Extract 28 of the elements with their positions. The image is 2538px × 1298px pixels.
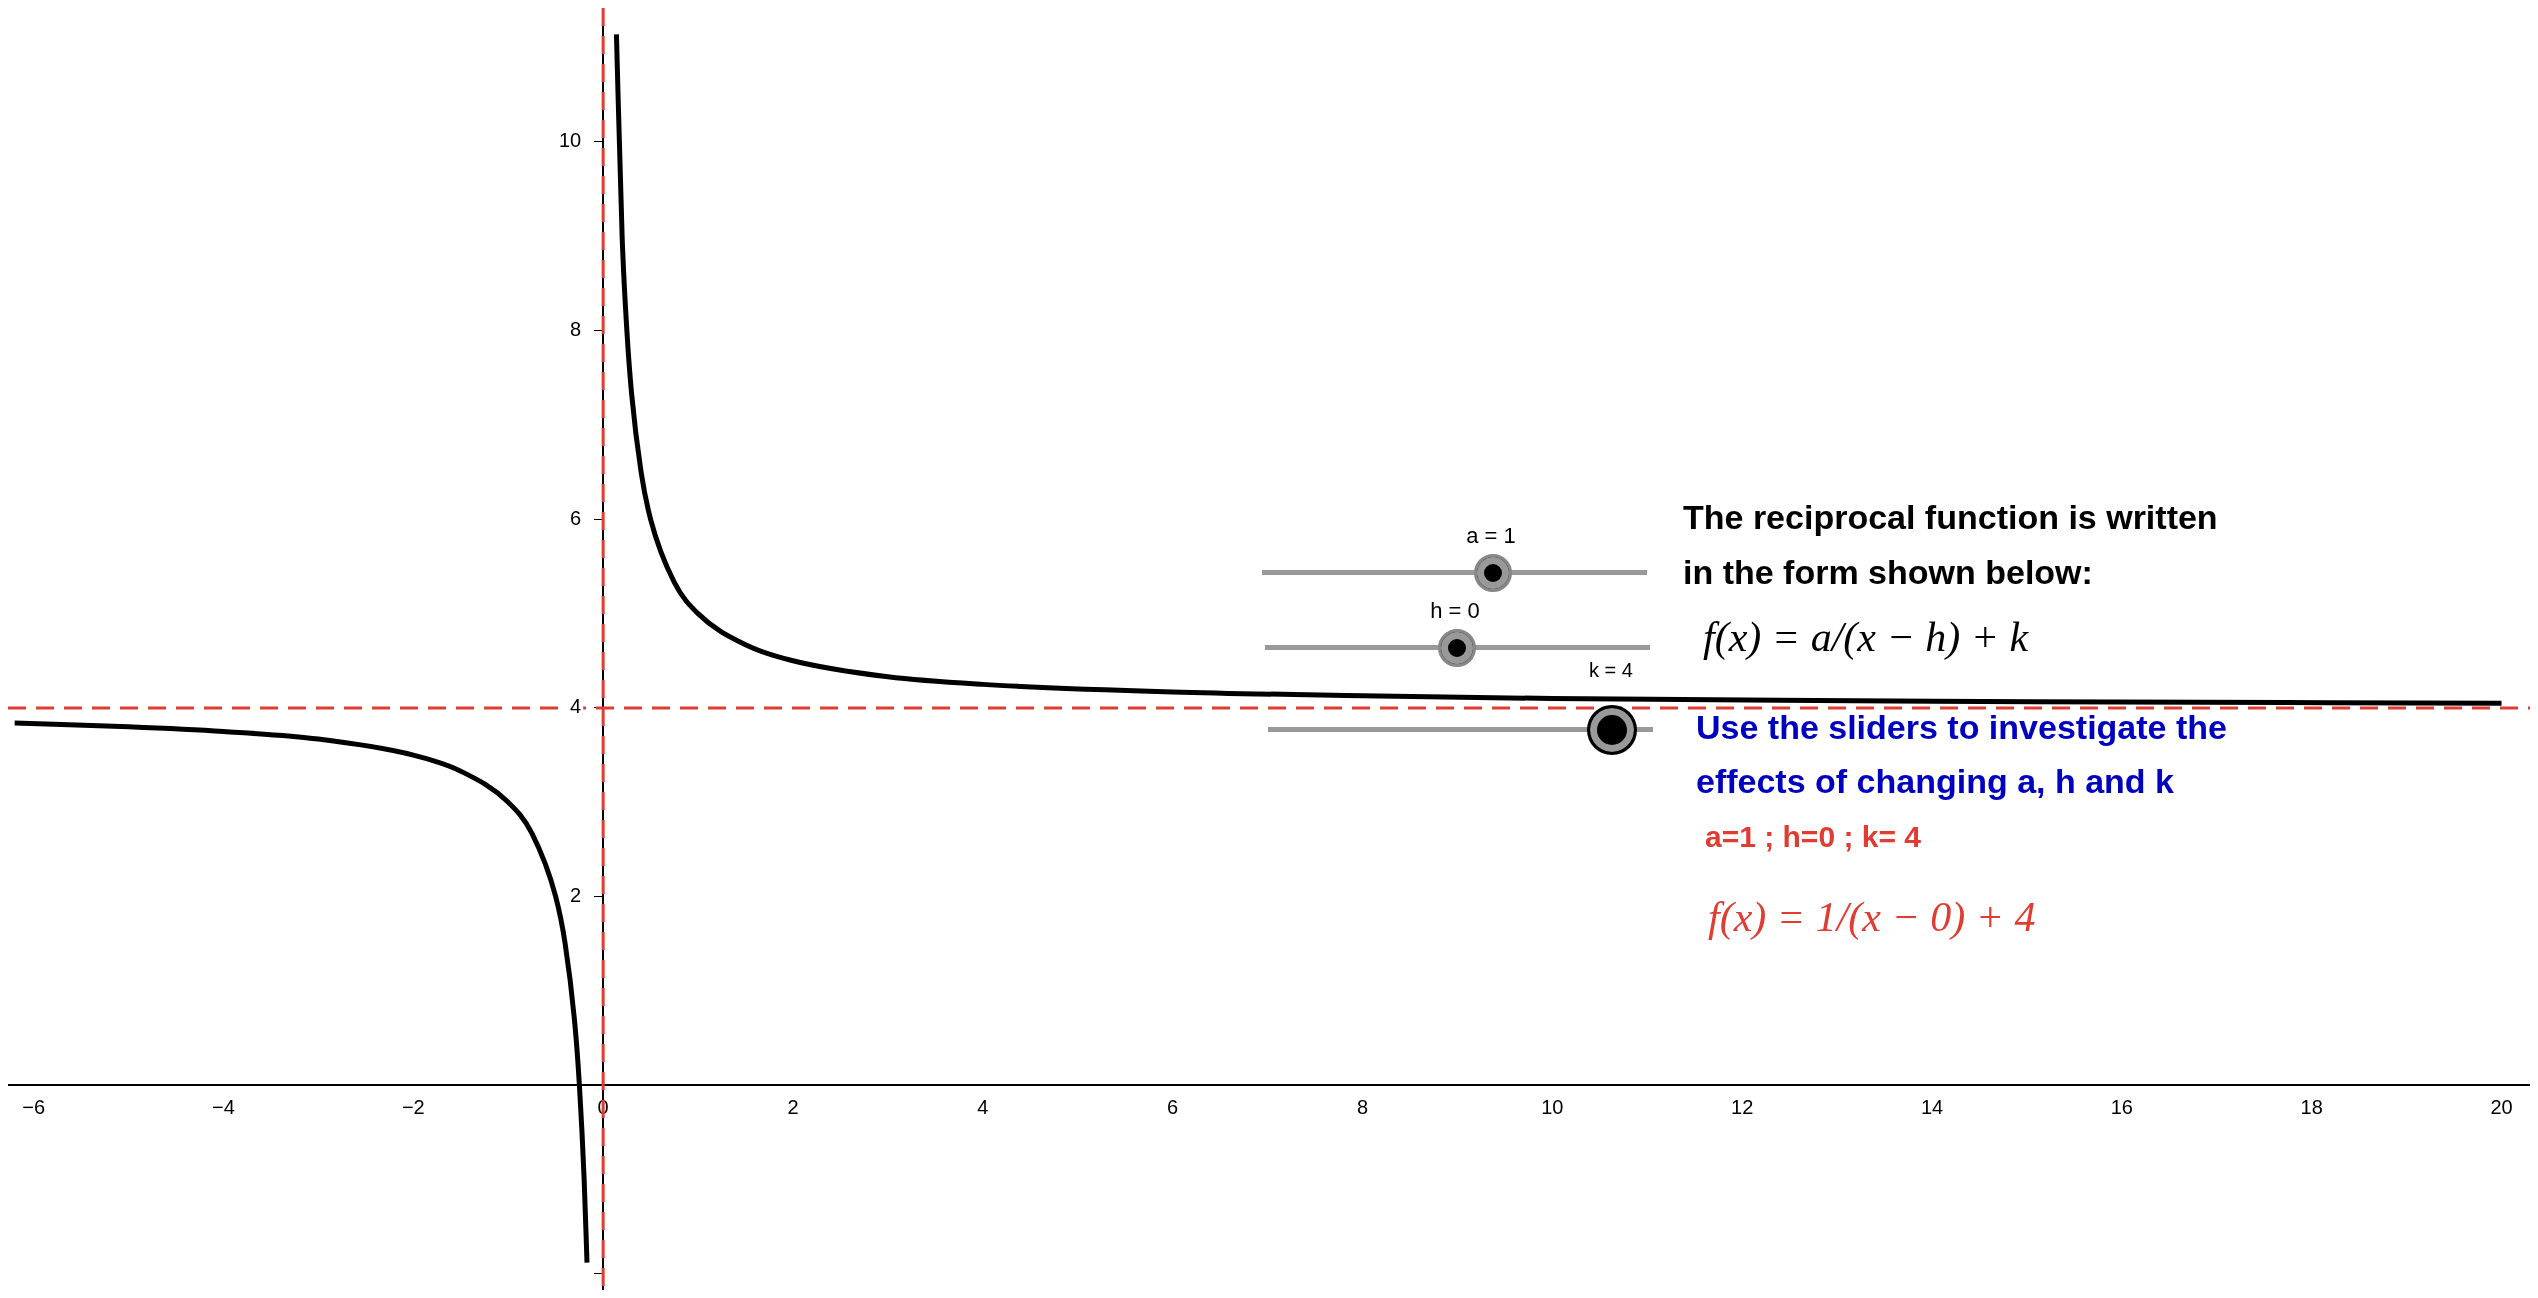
annotation: effects of changing a, h and k <box>1696 762 2174 801</box>
y-tick-label: 10 <box>558 129 582 152</box>
x-tick-label: 10 <box>1541 1095 1564 1118</box>
annotation: k = 4 <box>1589 659 1633 682</box>
x-tick-label: 8 <box>1356 1095 1369 1118</box>
y-tick-label: 6 <box>570 506 582 529</box>
x-tick-label: 20 <box>2490 1095 2513 1118</box>
x-tick-label: 6 <box>1167 1095 1179 1118</box>
annotation: h = 0 <box>1430 598 1480 624</box>
y-tick-label: 8 <box>570 318 582 341</box>
x-tick-label: 4 <box>977 1095 989 1118</box>
annotation: f(x) = a/(x − h) + k <box>1703 613 2029 661</box>
x-tick-label: −6 <box>22 1095 46 1118</box>
x-tick-label: 16 <box>2110 1095 2133 1118</box>
annotation: The reciprocal function is written <box>1683 498 2218 537</box>
x-tick-label: 18 <box>2300 1095 2323 1118</box>
annotation: a=1 ; h=0 ; k= 4 <box>1705 820 1921 854</box>
x-tick-label: −4 <box>212 1095 235 1118</box>
annotation: a = 1 <box>1466 523 1516 549</box>
annotation: f(x) = 1/(x − 0) + 4 <box>1708 893 2036 941</box>
annotation: in the form shown below: <box>1683 553 2093 592</box>
y-tick-label: 2 <box>570 884 582 907</box>
x-tick-label: 14 <box>1920 1095 1944 1118</box>
annotation: Use the sliders to investigate the <box>1696 708 2227 747</box>
y-tick-label: 4 <box>570 695 582 718</box>
x-tick-label: 12 <box>1731 1095 1754 1118</box>
x-tick-label: 2 <box>787 1095 799 1118</box>
x-tick-label: −2 <box>401 1095 425 1118</box>
